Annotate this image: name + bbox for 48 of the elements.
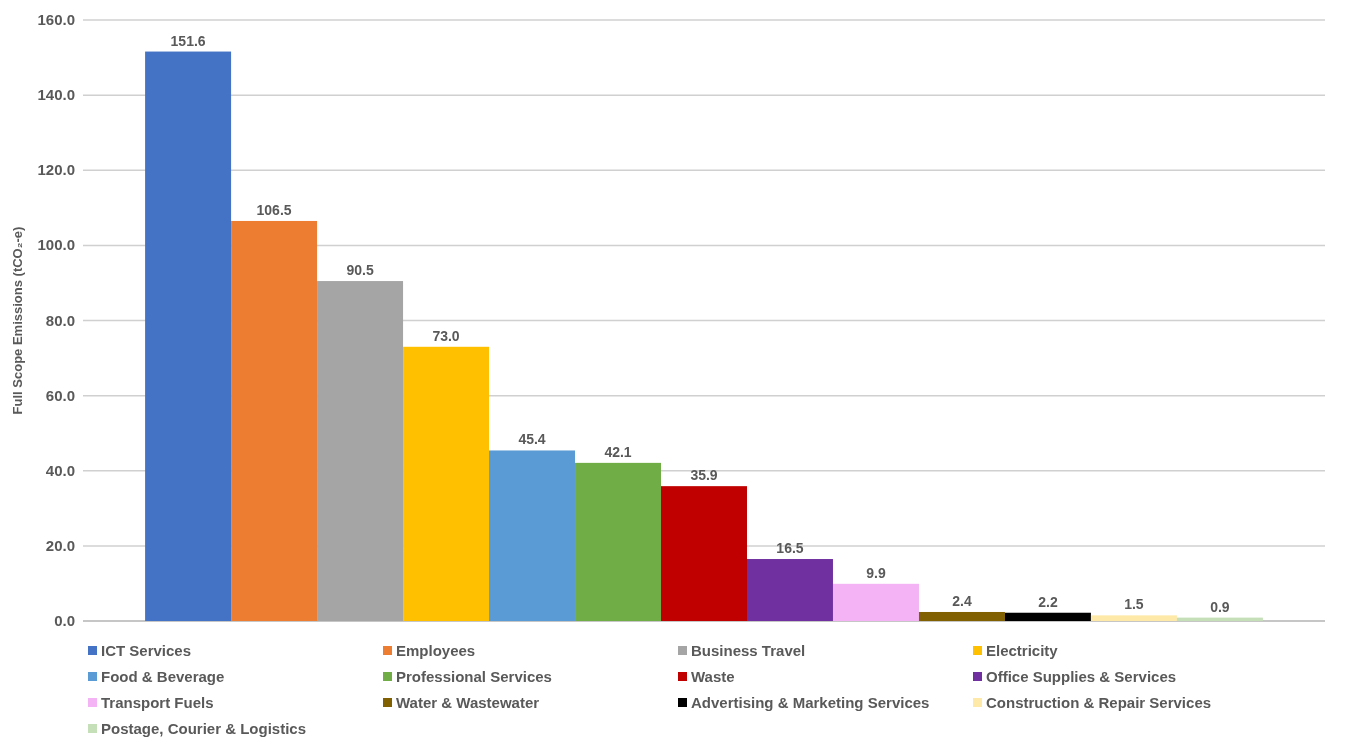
y-tick-label: 40.0 xyxy=(45,461,75,479)
y-tick-label: 160.0 xyxy=(37,11,75,28)
legend-label: Office Supplies & Services xyxy=(986,668,1177,685)
legend-label: ICT Services xyxy=(101,642,192,659)
bar xyxy=(1090,615,1177,621)
bar xyxy=(832,583,919,621)
y-tick-label: 80.0 xyxy=(45,311,75,329)
data-label: 45.4 xyxy=(518,431,546,448)
legend-label: Electricity xyxy=(986,642,1059,659)
bar xyxy=(575,462,662,621)
data-label: 151.6 xyxy=(170,32,206,49)
y-tick-label: 100.0 xyxy=(37,236,75,254)
data-label: 90.5 xyxy=(346,262,374,279)
legend-label: Postage, Courier & Logistics xyxy=(101,720,307,737)
bar xyxy=(145,51,232,621)
legend-label: Food & Beverage xyxy=(101,668,225,685)
legend-label: Waste xyxy=(691,668,735,685)
data-label: 42.1 xyxy=(604,443,632,460)
bar xyxy=(746,559,833,621)
legend-label: Business Travel xyxy=(691,642,806,659)
data-label: 2.4 xyxy=(952,592,972,609)
y-tick-label: 60.0 xyxy=(45,386,75,404)
bar xyxy=(231,220,318,621)
bar xyxy=(1004,612,1091,621)
bar xyxy=(918,611,1005,621)
legend-label: Water & Wastewater xyxy=(396,694,540,711)
y-tick-label: 140.0 xyxy=(37,86,75,104)
legend-label: Employees xyxy=(396,642,476,659)
bar xyxy=(661,486,747,621)
data-label: 35.9 xyxy=(690,467,718,484)
y-tick-label: 0.0 xyxy=(54,612,75,629)
bar xyxy=(317,281,404,621)
data-label: 16.5 xyxy=(776,540,804,557)
data-label: 73.0 xyxy=(432,327,460,344)
data-label: 0.9 xyxy=(1210,598,1230,615)
legend-label: Advertising & Marketing Services xyxy=(691,694,930,711)
y-axis-title: Full Scope Emissions (tCO₂-e) xyxy=(10,226,25,415)
y-tick-label: 120.0 xyxy=(37,161,75,179)
data-label: 106.5 xyxy=(256,201,292,218)
data-label: 9.9 xyxy=(866,564,886,581)
data-label: 2.2 xyxy=(1038,593,1058,610)
legend-label: Professional Services xyxy=(396,668,552,685)
legend-label: Transport Fuels xyxy=(101,694,214,711)
bar xyxy=(489,450,576,621)
data-label: 1.5 xyxy=(1124,596,1144,613)
legend-label: Construction & Repair Services xyxy=(986,694,1212,711)
y-tick-label: 20.0 xyxy=(45,536,75,554)
bar xyxy=(403,346,490,621)
